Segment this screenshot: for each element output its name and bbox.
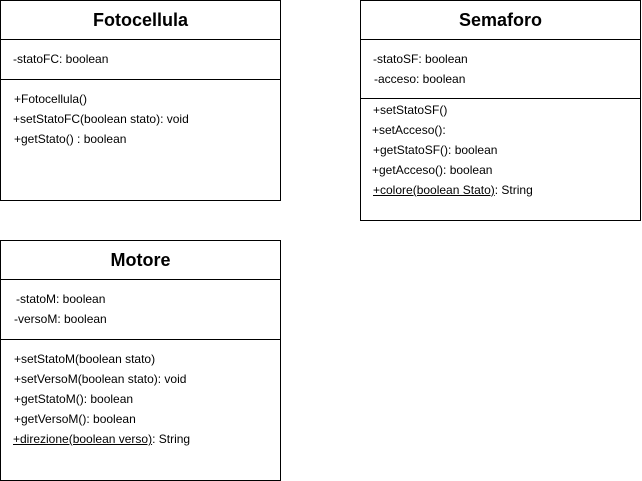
- method-row: +getStatoM(): boolean: [14, 392, 134, 406]
- static-method-row: +colore(boolean Stato): String: [361, 180, 640, 200]
- static-method-signature: +direzione(boolean verso): [13, 432, 153, 446]
- method-row: +setStatoFC(boolean stato): void: [13, 112, 189, 126]
- method-row: +getStato() : boolean: [14, 132, 127, 146]
- class-name: Motore: [1, 241, 280, 280]
- class-name: Fotocellula: [1, 1, 280, 40]
- methods-section: +setStatoM(boolean stato) +setVersoM(boo…: [1, 340, 280, 449]
- class-fotocellula[interactable]: Fotocellula -statoFC: boolean +Fotocellu…: [0, 0, 281, 201]
- method-row: +setStatoSF(): [373, 103, 448, 117]
- static-method-return: : String: [494, 183, 533, 197]
- method-row: +setVersoM(boolean stato): void: [14, 372, 187, 386]
- method-row: +setStatoM(boolean stato): [14, 352, 156, 366]
- methods-section: +setStatoSF() +setAcceso(): +getStatoSF(…: [361, 99, 640, 200]
- attribute-row: -statoSF: boolean: [373, 52, 468, 66]
- attribute-row: -statoM: boolean: [16, 292, 106, 306]
- attributes-section: -statoSF: boolean -acceso: boolean: [361, 40, 640, 99]
- static-method-return: : String: [152, 432, 191, 446]
- methods-section: +Fotocellula() +setStatoFC(boolean stato…: [1, 80, 280, 149]
- method-row: +getStatoSF(): boolean: [373, 143, 498, 157]
- attribute-row: -versoM: boolean: [14, 312, 107, 326]
- method-row: +getVersoM(): boolean: [14, 412, 136, 426]
- static-method-signature: +colore(boolean Stato): [373, 183, 495, 197]
- method-row: +getAcceso(): boolean: [372, 163, 493, 177]
- method-row: +setAcceso():: [372, 123, 446, 137]
- class-name: Semaforo: [361, 1, 640, 40]
- attributes-section: -statoM: boolean -versoM: boolean: [1, 280, 280, 340]
- class-motore[interactable]: Motore -statoM: boolean -versoM: boolean…: [0, 240, 281, 481]
- method-row: +Fotocellula(): [14, 92, 88, 106]
- attribute-row: -acceso: boolean: [374, 72, 466, 86]
- class-semaforo[interactable]: Semaforo -statoSF: boolean -acceso: bool…: [360, 0, 641, 221]
- attributes-section: -statoFC: boolean: [1, 40, 280, 80]
- attribute-row: -statoFC: boolean: [13, 52, 109, 66]
- static-method-row: +direzione(boolean verso): String: [1, 429, 280, 449]
